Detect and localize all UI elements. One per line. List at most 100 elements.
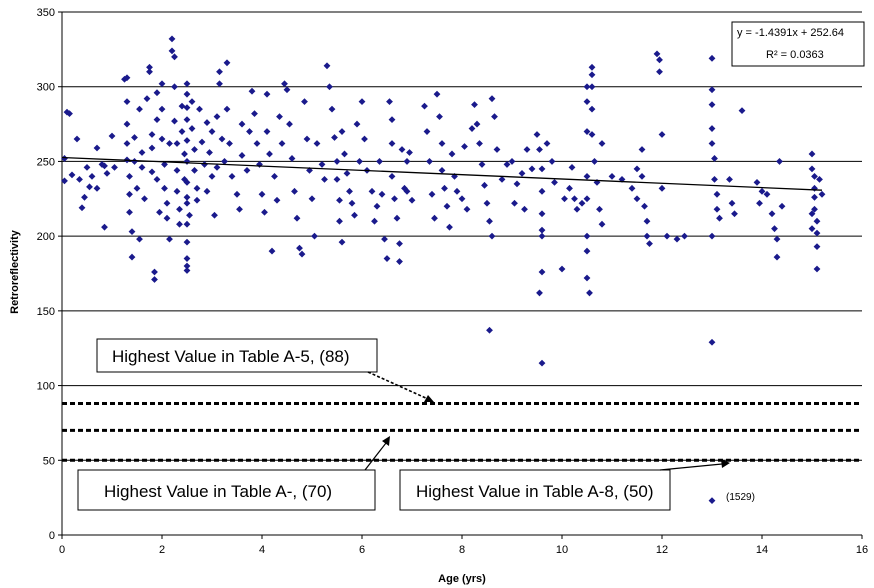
data-point xyxy=(808,150,816,158)
data-point xyxy=(708,86,716,94)
data-point xyxy=(128,253,136,261)
data-point xyxy=(406,149,413,156)
data-point xyxy=(401,184,408,192)
data-point xyxy=(758,187,766,195)
data-point xyxy=(768,210,776,218)
x-axis-title: Age (yrs) xyxy=(438,573,486,585)
data-point xyxy=(213,164,221,171)
data-point xyxy=(608,172,616,180)
data-point xyxy=(308,195,316,203)
data-point xyxy=(183,255,191,262)
data-point xyxy=(188,98,196,106)
data-point xyxy=(538,226,546,234)
data-point xyxy=(151,276,158,283)
y-tick-label: 50 xyxy=(43,455,55,467)
data-point xyxy=(123,74,131,82)
y-tick-label: 300 xyxy=(37,82,55,94)
data-point xyxy=(473,120,481,128)
data-point xyxy=(123,98,131,106)
y-tick-label: 0 xyxy=(49,530,55,542)
data-point xyxy=(83,164,91,171)
data-point xyxy=(811,193,818,201)
data-point xyxy=(303,135,311,143)
data-point xyxy=(808,210,816,218)
data-point xyxy=(213,113,221,120)
data-point xyxy=(61,177,68,185)
data-point xyxy=(223,59,231,67)
data-point xyxy=(313,140,321,147)
data-point xyxy=(663,232,671,240)
data-point xyxy=(103,169,111,177)
data-point xyxy=(163,199,171,207)
data-point xyxy=(628,184,636,192)
data-point xyxy=(393,214,401,222)
data-point xyxy=(263,90,271,98)
callout-88-arrowhead xyxy=(424,395,434,402)
data-point xyxy=(713,205,721,213)
data-point xyxy=(476,140,483,147)
x-tick-label: 0 xyxy=(59,544,65,556)
data-point xyxy=(343,169,351,177)
data-point xyxy=(161,161,168,168)
data-point xyxy=(441,184,448,192)
plot-frame xyxy=(61,12,862,536)
data-point xyxy=(186,211,193,219)
data-point xyxy=(173,166,181,174)
y-tick-label: 150 xyxy=(37,306,55,318)
data-point xyxy=(183,199,191,207)
data-point xyxy=(291,187,298,195)
data-point xyxy=(148,144,156,152)
data-point xyxy=(151,268,158,276)
data-point xyxy=(361,135,368,143)
data-point xyxy=(588,105,596,113)
data-point xyxy=(171,83,178,91)
data-point xyxy=(588,71,596,79)
data-point xyxy=(216,68,223,76)
callout-70-label: Highest Value in Table A-, (70) xyxy=(104,482,332,501)
data-point xyxy=(538,232,546,240)
data-point xyxy=(396,240,403,248)
data-point xyxy=(726,175,733,183)
data-point xyxy=(391,195,398,203)
data-point xyxy=(488,95,496,103)
data-point xyxy=(148,131,156,138)
data-point xyxy=(738,107,746,115)
trendline xyxy=(61,156,823,191)
data-point xyxy=(591,158,598,165)
data-point xyxy=(338,238,346,246)
data-point xyxy=(193,184,201,192)
data-point xyxy=(458,195,466,203)
data-point xyxy=(421,102,428,110)
y-tick-label: 200 xyxy=(37,231,55,243)
data-point xyxy=(226,140,233,147)
data-point xyxy=(571,195,578,203)
data-point xyxy=(481,181,488,189)
data-point xyxy=(261,208,268,216)
data-point xyxy=(243,166,251,174)
data-point xyxy=(588,131,596,138)
x-tick-label: 2 xyxy=(159,544,165,556)
data-point xyxy=(561,195,568,203)
data-point xyxy=(193,196,201,204)
data-point xyxy=(101,162,108,170)
data-point xyxy=(128,228,136,236)
data-point xyxy=(378,190,386,198)
data-point xyxy=(728,199,736,207)
data-point xyxy=(583,128,591,135)
data-point xyxy=(288,155,296,162)
data-point xyxy=(208,128,216,135)
x-tick-label: 4 xyxy=(259,544,265,556)
data-point xyxy=(356,158,363,165)
data-point xyxy=(86,183,93,191)
data-point xyxy=(813,265,821,273)
data-point xyxy=(146,68,153,76)
data-point xyxy=(191,146,198,153)
data-point xyxy=(486,326,493,334)
data-point xyxy=(386,98,393,106)
data-point xyxy=(778,202,786,210)
data-point xyxy=(201,161,208,168)
data-point xyxy=(268,247,276,255)
data-point xyxy=(73,135,81,143)
data-point xyxy=(183,178,191,186)
